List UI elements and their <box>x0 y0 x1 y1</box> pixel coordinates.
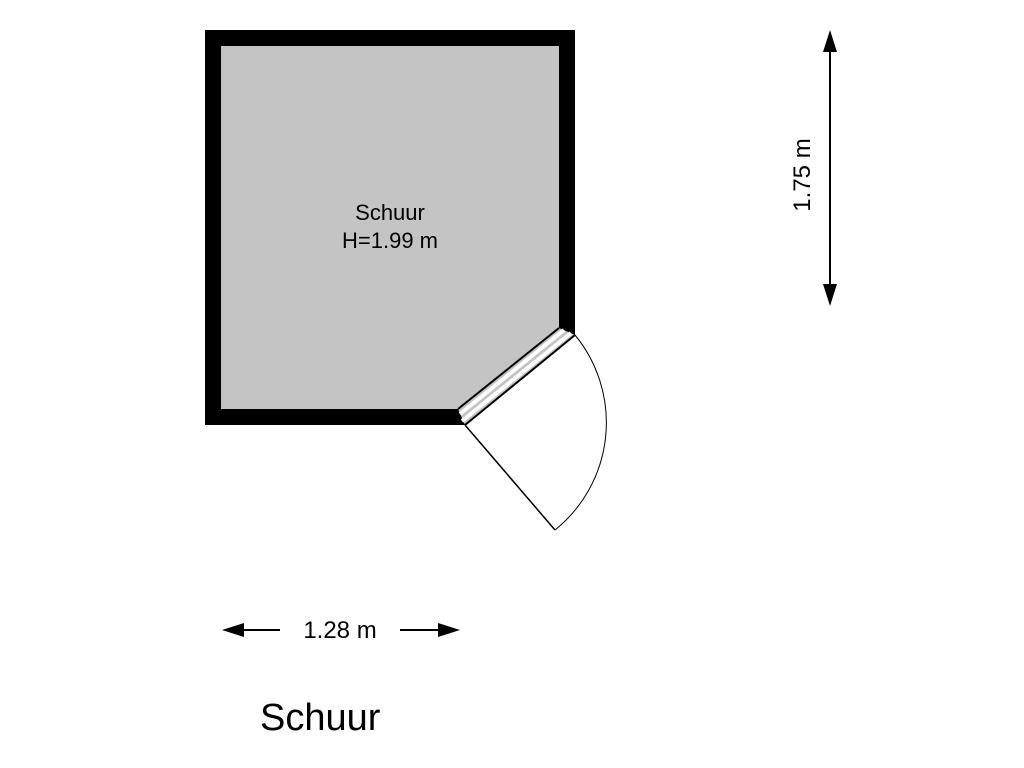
dim-arrow-left <box>222 623 244 637</box>
room-schuur: Schuur H=1.99 m <box>205 30 606 530</box>
room-height-label: H=1.99 m <box>342 228 438 253</box>
room-name-label: Schuur <box>355 200 425 225</box>
floorplan-canvas: Schuur H=1.99 m 1.75 m 1.28 m Schuur <box>0 0 1024 768</box>
door-arc <box>555 335 606 530</box>
dimension-height: 1.75 m <box>789 30 837 306</box>
dim-arrow-bottom <box>823 284 837 306</box>
floorplan-title: Schuur <box>260 697 381 739</box>
dim-height-label: 1.75 m <box>789 138 816 211</box>
dim-arrow-top <box>823 30 837 52</box>
dim-width-label: 1.28 m <box>303 617 376 644</box>
dimension-width: 1.28 m <box>222 617 460 644</box>
door-leaf <box>465 425 555 530</box>
dim-arrow-right <box>438 623 460 637</box>
